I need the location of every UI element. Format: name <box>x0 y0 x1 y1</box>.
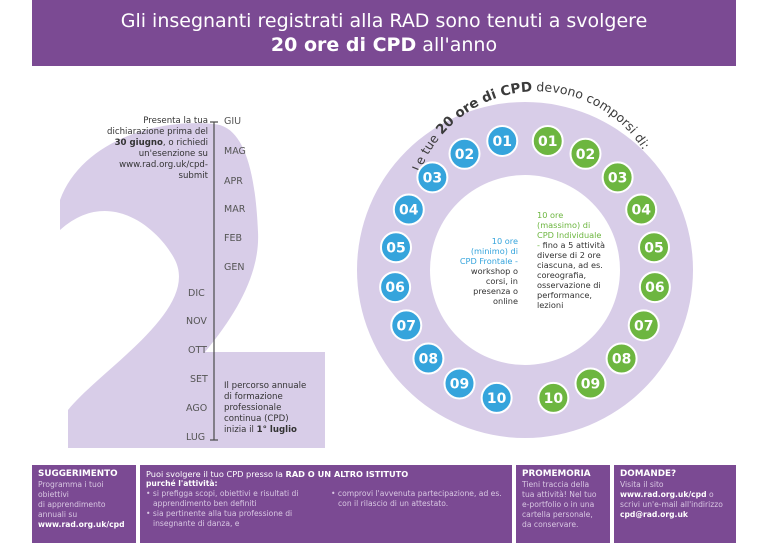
svg-text:01: 01 <box>493 134 512 150</box>
submission-note: Presenta la tua dichiarazione prima del … <box>107 116 208 181</box>
svg-text:08: 08 <box>612 352 631 368</box>
svg-text:04: 04 <box>631 203 651 219</box>
ring-center <box>430 175 620 365</box>
tip-link[interactable]: www.rad.org.uk/cpd <box>38 520 125 529</box>
month-feb: FEB <box>224 233 242 244</box>
svg-text:06: 06 <box>645 280 664 296</box>
svg-text:10: 10 <box>487 391 507 407</box>
month-mag: MAG <box>224 146 246 157</box>
green-badge-03: 03 <box>601 161 634 194</box>
header-line-2-rest: all'anno <box>416 34 498 56</box>
header-banner: Gli insegnanti registrati alla RAD sono … <box>32 0 736 66</box>
month-ago: AGO <box>186 403 208 414</box>
blue-badge-07: 07 <box>390 309 423 342</box>
svg-text:08: 08 <box>419 352 438 368</box>
blue-badge-04: 04 <box>392 193 425 226</box>
month-apr: APR <box>224 176 243 187</box>
tip-box: SUGGERIMENTO Programma i tuoi obiettivi … <box>32 465 136 543</box>
green-badge-09: 09 <box>574 367 607 400</box>
digit-two-shape <box>60 123 325 448</box>
blue-badge-09: 09 <box>443 367 476 400</box>
svg-text:03: 03 <box>608 170 627 186</box>
blue-badge-06: 06 <box>379 271 412 304</box>
blue-badge-03: 03 <box>416 161 449 194</box>
blue-badge-05: 05 <box>379 231 412 264</box>
svg-text:06: 06 <box>385 280 404 296</box>
green-badge-08: 08 <box>605 342 638 375</box>
blue-hour-badges: 01 02 03 04 05 06 07 08 09 10 <box>379 124 519 414</box>
cpd-email-link[interactable]: cpd@rad.org.uk <box>620 510 688 519</box>
green-badge-04: 04 <box>625 193 658 226</box>
header-line-1: Gli insegnanti registrati alla RAD sono … <box>120 10 648 32</box>
month-ott: OTT <box>188 345 207 356</box>
individual-cpd-text: 10 ore (massimo) di CPD Individuale - fi… <box>537 210 606 310</box>
header-line-2: 20 ore di CPD all'anno <box>32 34 736 56</box>
svg-text:07: 07 <box>634 318 653 334</box>
green-badge-05: 05 <box>638 231 671 264</box>
green-hour-badges: 01 02 03 04 05 06 07 08 09 10 <box>531 124 671 414</box>
green-badge-10: 10 <box>537 381 570 414</box>
green-badge-06: 06 <box>638 271 671 304</box>
questions-box: DOMANDE? Visita il sito www.rad.org.uk/c… <box>614 465 736 543</box>
month-dic: DIC <box>188 288 205 299</box>
svg-text:09: 09 <box>450 376 469 392</box>
blue-badge-01: 01 <box>486 124 519 157</box>
svg-text:09: 09 <box>581 376 600 392</box>
svg-text:02: 02 <box>576 147 595 163</box>
month-nov: NOV <box>186 316 207 327</box>
month-giu: GIU <box>224 116 242 127</box>
green-badge-01: 01 <box>531 124 564 157</box>
month-mar: MAR <box>224 204 246 215</box>
svg-text:01: 01 <box>538 134 557 150</box>
where-box: Puoi svolgere il tuo CPD presso la RAD O… <box>140 465 512 543</box>
blue-badge-08: 08 <box>412 342 445 375</box>
reminder-box: PROMEMORIA Tieni traccia della tua attiv… <box>516 465 610 543</box>
blue-badge-10: 10 <box>480 381 513 414</box>
frontal-cpd-text: 10 ore (minimo) di CPD Frontale - worksh… <box>459 236 518 306</box>
green-badge-07: 07 <box>627 309 660 342</box>
month-gen: GEN <box>224 262 245 273</box>
cpd-website-link[interactable]: www.rad.org.uk/cpd <box>620 490 707 499</box>
header-hours: 20 ore di CPD <box>270 34 417 56</box>
svg-text:05: 05 <box>386 240 405 256</box>
svg-text:07: 07 <box>397 318 416 334</box>
svg-text:05: 05 <box>644 240 663 256</box>
green-badge-02: 02 <box>569 137 602 170</box>
svg-text:03: 03 <box>423 170 442 186</box>
blue-badge-02: 02 <box>448 137 481 170</box>
svg-text:04: 04 <box>399 203 419 219</box>
start-note: Il percorso annuale di formazione profes… <box>224 381 307 435</box>
month-lug: LUG <box>186 432 206 443</box>
month-set: SET <box>190 374 208 385</box>
svg-text:10: 10 <box>544 391 564 407</box>
svg-text:02: 02 <box>455 147 474 163</box>
